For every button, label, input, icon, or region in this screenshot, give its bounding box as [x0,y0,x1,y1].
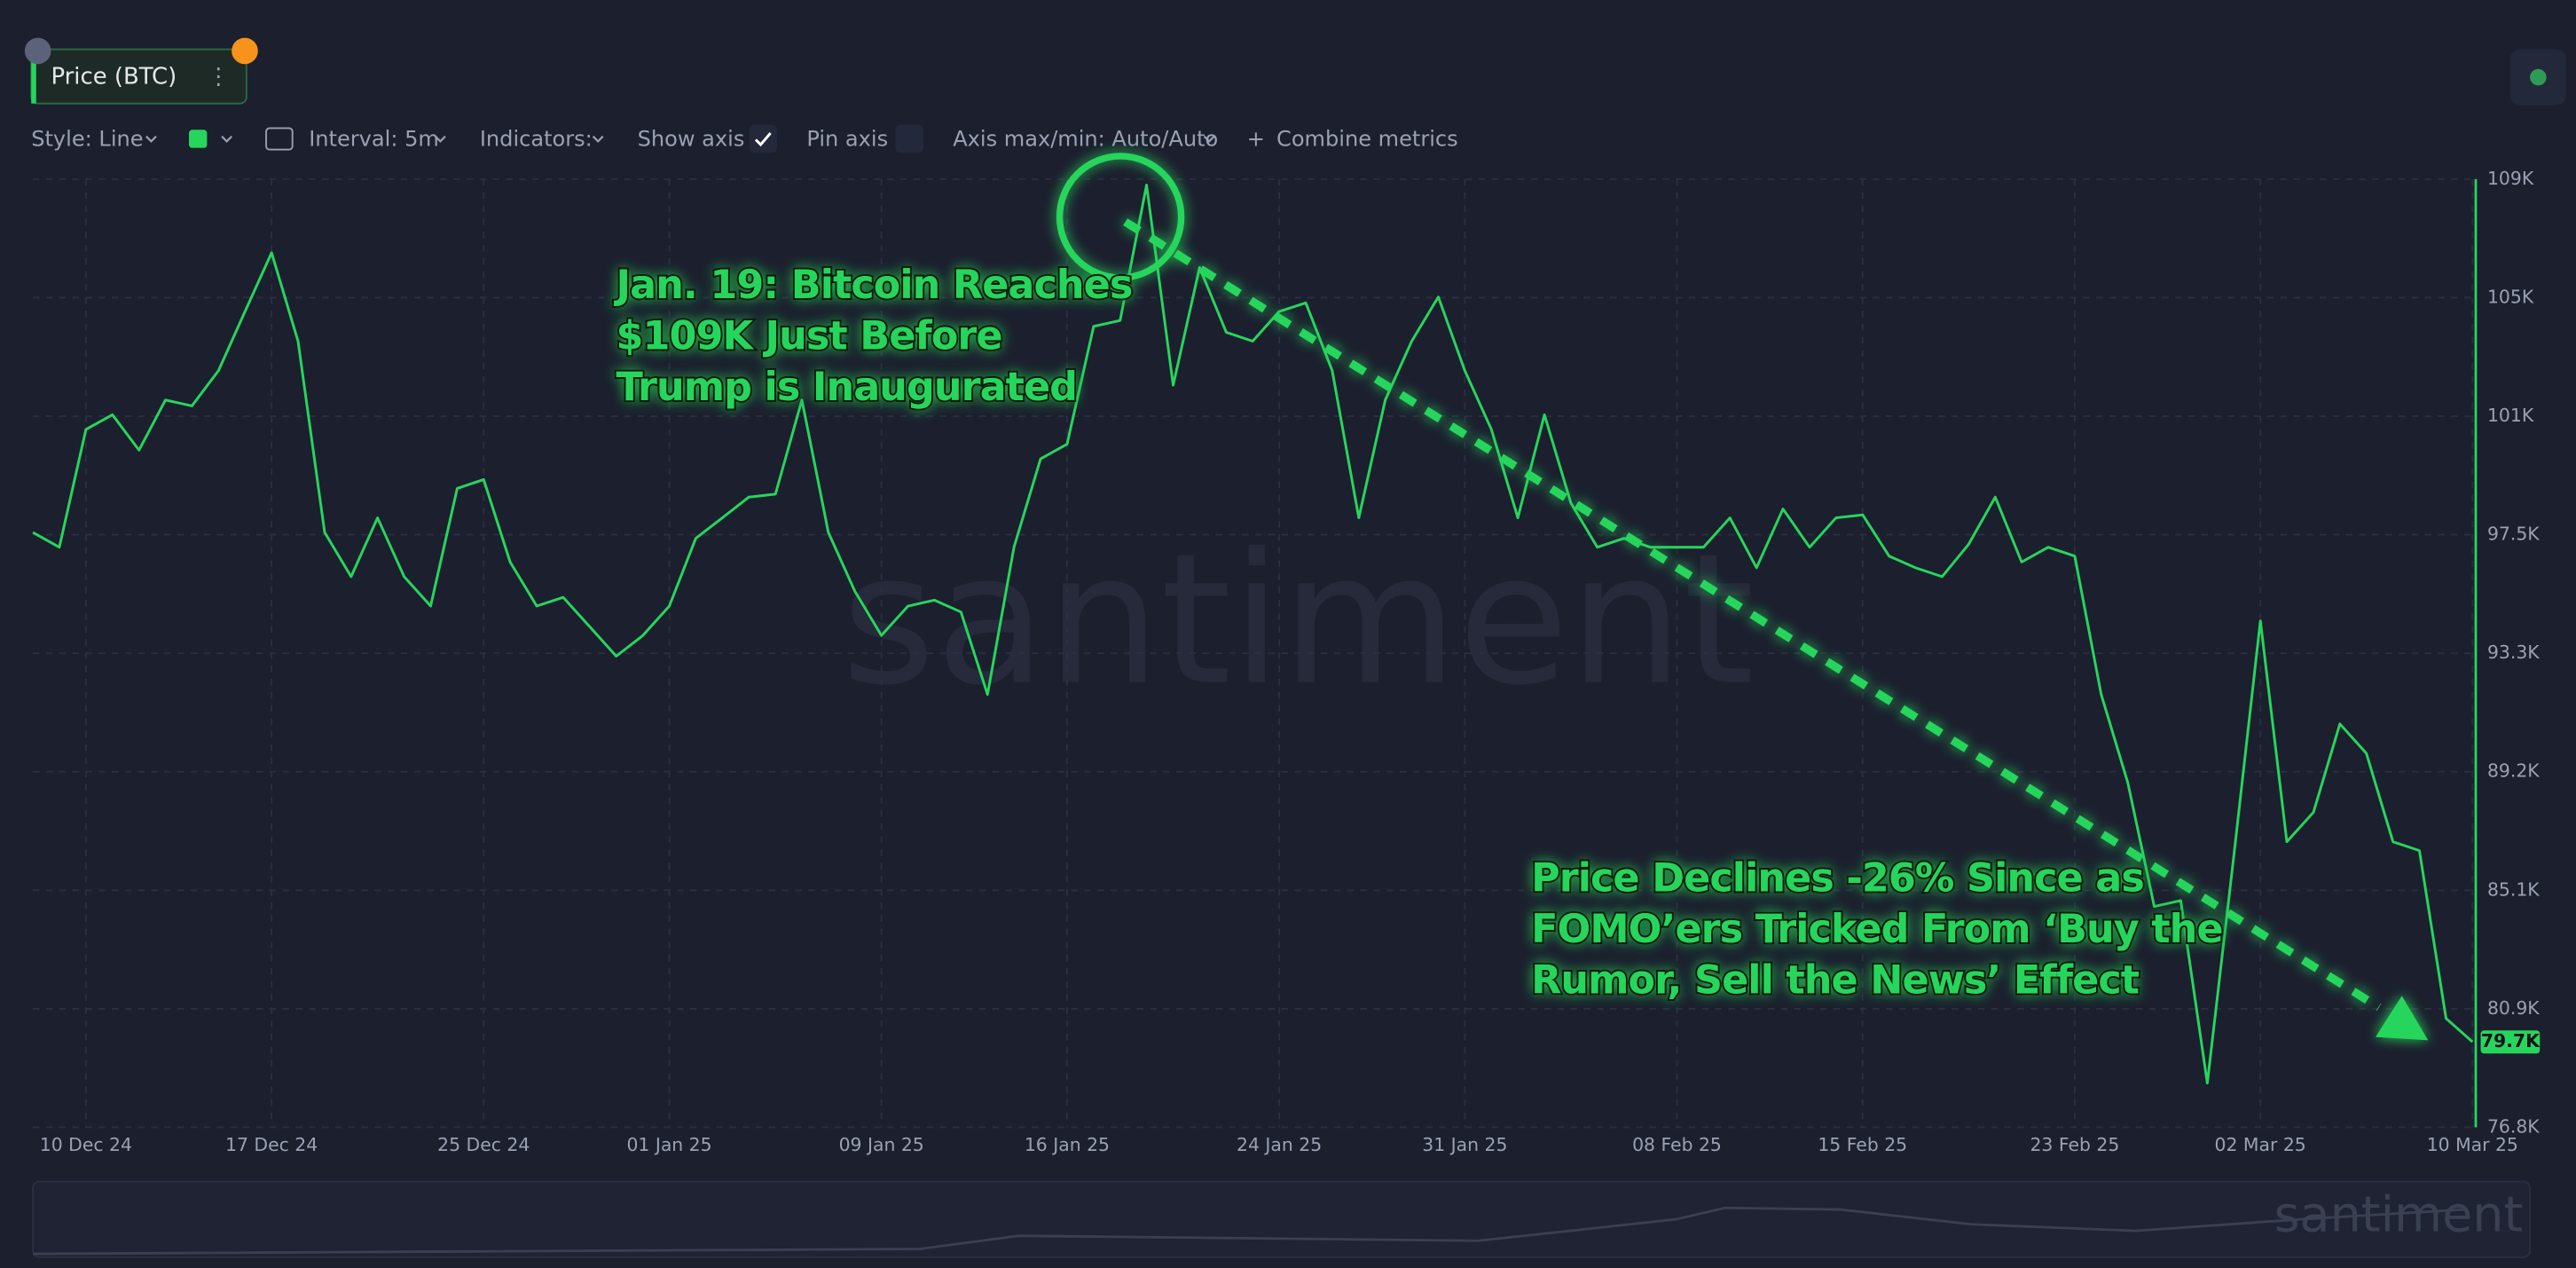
navigator-trace [33,1206,2465,1256]
x-tick-label: 25 Dec 24 [437,1134,530,1155]
annotation-layer: Jan. 19: Bitcoin Reaches $109K Just Befor… [611,153,2429,1041]
chip-accent [31,49,36,104]
show-axis-toggle[interactable]: Show axis [638,126,745,151]
y-tick-label: 109K [2487,168,2534,189]
color-picker[interactable] [189,130,208,148]
plot: 76.8K 80.9K 85.1K 89.2K 93.3K 97.5K 101K 105K 10… [32,153,2541,1155]
y-tick-label: 76.8K [2487,1115,2540,1137]
status-dot [2530,68,2547,86]
price-line [32,184,2474,1085]
pin-axis-toggle[interactable]: Pin axis [806,126,888,151]
x-tick-label: 24 Jan 25 [1237,1134,1322,1155]
annotation: Price Declines -26% Since as [1531,856,2144,902]
x-tick-label: 02 Mar 25 [2215,1134,2306,1155]
y-tick-label: 89.2K [2487,760,2540,782]
x-tick-label: 01 Jan 25 [626,1134,711,1155]
x-tick-label: 10 Dec 24 [40,1134,132,1155]
y-tick-label: 80.9K [2487,997,2540,1019]
x-tick-label: 17 Dec 24 [225,1134,318,1155]
show-axis-checkbox[interactable] [749,124,778,154]
lock-icon [24,37,51,65]
x-tick-label: 08 Feb 25 [1632,1134,1722,1155]
y-tick-label: 105K [2487,286,2534,307]
navigator[interactable] [32,1180,2532,1258]
check [754,132,772,147]
interval-select[interactable]: Interval: 5m [309,126,439,151]
pin-axis-checkbox[interactable] [895,124,923,154]
highlight-circle [1056,153,1185,281]
y-tick-label: 93.3K [2487,642,2540,663]
x-tick-label: 23 Feb 25 [2030,1134,2119,1155]
btc-icon [232,37,258,65]
current-price-box [2480,1030,2541,1054]
brand: santiment [2274,1185,2524,1243]
chevrons [145,135,1215,143]
plus-icon: + [1247,126,1265,151]
style-select[interactable]: Style: Line [31,126,143,151]
trend-arrow [1123,218,2382,1012]
indicators-select[interactable]: Indicators: [480,126,593,151]
metric-name[interactable]: Price (BTC) [51,64,177,91]
arrow-head [2376,996,2429,1041]
annotation: Jan. 19: Bitcoin Reaches [614,263,1133,308]
y-tick-label: 97.5K [2487,524,2540,545]
y-tick-label: 101K [2487,405,2534,426]
annotation: Rumor, Sell the News’ Effect [1531,957,2140,1003]
combine-button[interactable]: Combine metrics [1276,126,1458,151]
menu-dots[interactable]: ⋮ [207,64,230,91]
interval-icon [265,127,294,151]
x-tick-label: 15 Feb 25 [1818,1134,1907,1155]
axis-range-select[interactable]: Axis max/min: Auto/Auto [953,126,1218,151]
x-tick-label: 10 Mar 25 [2427,1134,2518,1155]
annotation: Trump is Inaugurated [617,365,1078,410]
x-tick-label: 09 Jan 25 [839,1134,924,1155]
metric-chip[interactable]: Price (BTC) ⋮ [30,48,247,105]
current-price-label: 79.7K [2481,1030,2541,1051]
x-tick-label: 31 Jan 25 [1422,1134,1507,1155]
y-tick-label: 85.1K [2487,878,2540,900]
annotation: $109K Just Before [617,314,1002,359]
annotation: FOMO’ers Tricked From ‘Buy the [1531,907,2222,952]
watermark: santiment [841,516,1754,726]
x-tick-label: 16 Jan 25 [1025,1134,1110,1155]
